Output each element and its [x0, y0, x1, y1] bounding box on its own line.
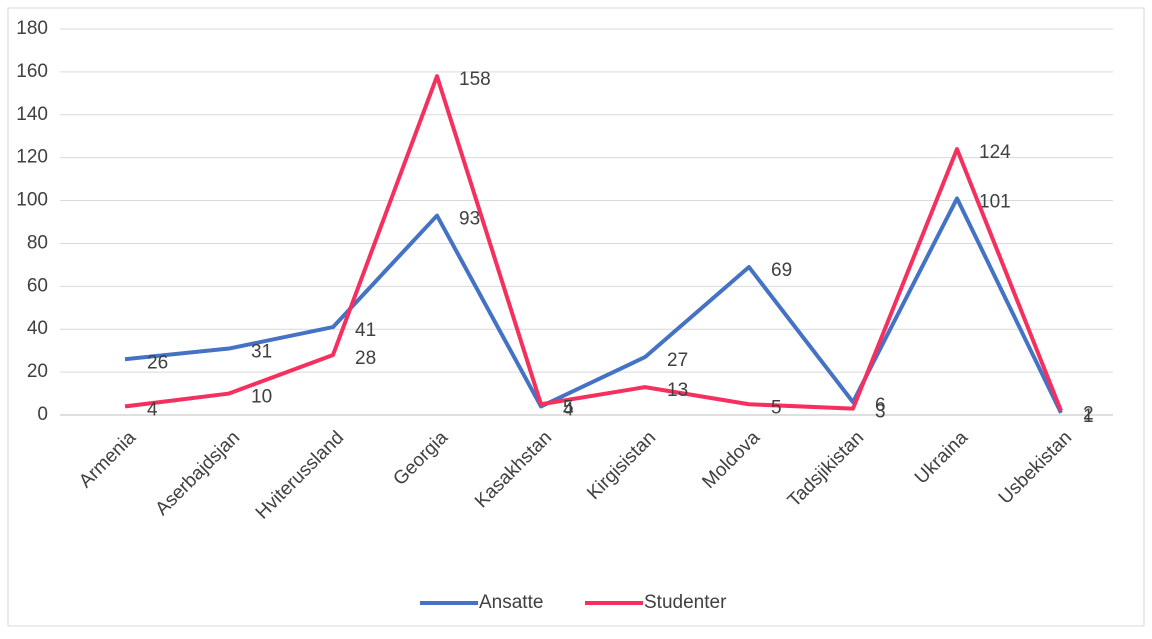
y-tick-label: 60 — [27, 275, 48, 296]
data-label: 93 — [459, 209, 480, 230]
data-label: 158 — [459, 69, 491, 90]
y-tick-label: 100 — [16, 190, 48, 211]
legend-label: Ansatte — [479, 592, 543, 613]
data-label: 3 — [875, 402, 886, 423]
data-label: 2 — [1083, 404, 1094, 425]
y-tick-label: 40 — [27, 318, 48, 339]
data-label: 6 — [875, 395, 886, 416]
data-label: 5 — [563, 397, 574, 418]
data-label: 1 — [1083, 406, 1094, 427]
data-label: 10 — [251, 387, 272, 408]
line-series — [124, 74, 1063, 412]
y-tick-label: 140 — [16, 104, 48, 125]
data-label: 4 — [147, 399, 158, 420]
data-label: 4 — [563, 399, 574, 420]
y-tick-label: 20 — [27, 361, 48, 382]
data-label: 26 — [147, 352, 168, 373]
legend-label: Studenter — [644, 592, 727, 613]
data-label: 28 — [355, 348, 376, 369]
data-label: 31 — [251, 342, 272, 363]
data-label: 41 — [355, 320, 376, 341]
data-label: 5 — [771, 397, 782, 418]
data-label: 101 — [979, 191, 1011, 212]
chart-frame — [7, 7, 1145, 627]
y-tick-label: 80 — [27, 232, 48, 253]
data-label: 27 — [667, 350, 688, 371]
y-tick-label: 120 — [16, 147, 48, 168]
data-label: 124 — [979, 142, 1011, 163]
line-series — [124, 196, 1063, 414]
data-label: 69 — [771, 260, 792, 281]
y-tick-label: 0 — [37, 404, 48, 425]
y-tick-label: 160 — [16, 61, 48, 82]
data-label: 13 — [667, 380, 688, 401]
y-tick-label: 180 — [16, 18, 48, 39]
